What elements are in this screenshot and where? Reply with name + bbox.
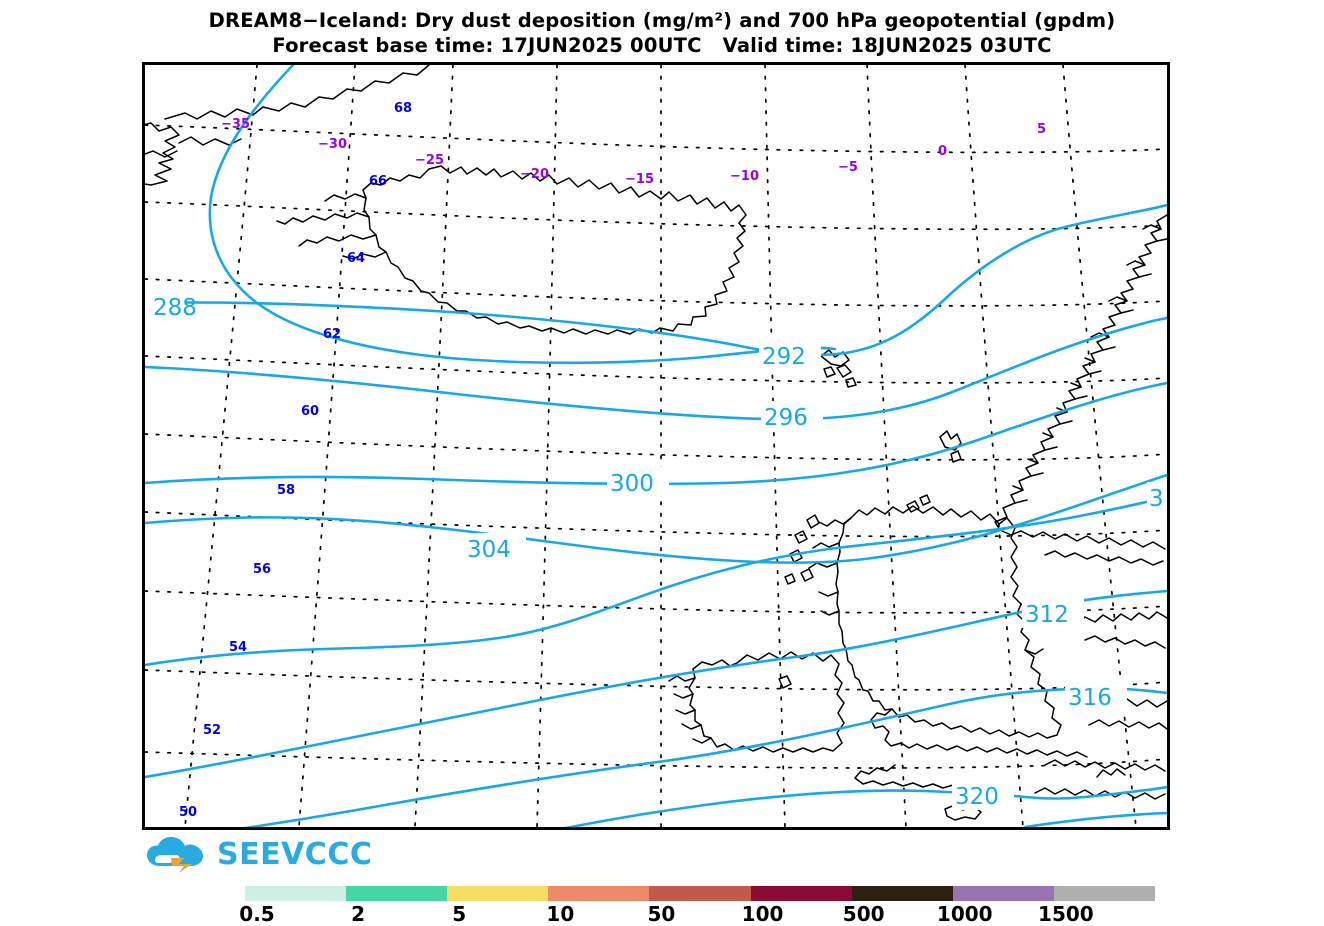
- colorbar-tick-label: 5: [452, 902, 467, 926]
- colorbar-tick-label: 500: [842, 902, 885, 926]
- latitude-label: 54: [229, 640, 247, 655]
- chart-title-block: DREAM8−Iceland: Dry dust deposition (mg/…: [0, 8, 1324, 59]
- colorbar-swatch: [245, 886, 347, 901]
- longitude-label: −30: [318, 137, 347, 152]
- page-title: DREAM8−Iceland: Dry dust deposition (mg/…: [208, 9, 1116, 32]
- latitude-label: 66: [369, 174, 387, 189]
- colorbar-swatch: [851, 886, 953, 901]
- contour-label: 312: [1025, 602, 1069, 628]
- map-panel[interactable]: 288 292 296 300 304 3 312 316 320 68 66 …: [142, 62, 1170, 830]
- longitude-label-group: −35 −30 −25 −20 −15 −10 −5 0 5: [221, 117, 1046, 187]
- colorbar-swatch: [750, 886, 852, 901]
- latitude-label-group: 68 66 64 62 60 58 56 54 52 50: [179, 101, 412, 820]
- contour-label: 304: [467, 537, 511, 563]
- latitude-label: 56: [253, 562, 271, 577]
- logo-text: SEEVCCC: [217, 837, 373, 872]
- latitude-label: 64: [347, 251, 365, 266]
- contour-label: 3: [1149, 486, 1164, 512]
- colorbar-swatch: [346, 886, 448, 901]
- colorbar-swatch: [447, 886, 549, 901]
- latitude-label: 62: [323, 327, 341, 342]
- colorbar[interactable]: [245, 886, 1155, 901]
- contour-label: 288: [153, 295, 197, 321]
- latitude-label: 60: [301, 404, 319, 419]
- colorbar-tick-label: 100: [741, 902, 784, 926]
- longitude-label: −5: [838, 160, 858, 175]
- longitude-label: −35: [221, 117, 250, 132]
- colorbar-tick-label: 0.5: [239, 902, 275, 926]
- longitude-label: −15: [625, 172, 654, 187]
- longitude-label: −20: [520, 167, 549, 182]
- contour-label-group: 288 292 296 300 304 3 312 316 320: [145, 291, 1167, 810]
- colorbar-tick-label: 1000: [936, 902, 993, 926]
- longitude-label: 5: [1037, 122, 1046, 137]
- contour-label: 320: [955, 784, 999, 810]
- colorbar-tick-label: 1500: [1038, 902, 1094, 926]
- colorbar-swatch: [1053, 886, 1155, 901]
- latitude-label: 58: [277, 483, 295, 498]
- colorbar-swatch: [649, 886, 751, 901]
- longitude-label: −10: [730, 169, 759, 184]
- colorbar-swatch: [548, 886, 650, 901]
- contour-label: 296: [764, 405, 808, 431]
- seevccc-logo[interactable]: SEEVCCC: [146, 833, 376, 877]
- latitude-label: 50: [179, 805, 197, 820]
- map-canvas: 288 292 296 300 304 3 312 316 320 68 66 …: [145, 65, 1167, 827]
- geopotential-contours: [145, 65, 1167, 827]
- colorbar-tick-label: 50: [647, 902, 676, 926]
- longitude-label: 0: [938, 144, 947, 159]
- colorbar-swatch: [952, 886, 1054, 901]
- contour-label: 316: [1068, 685, 1112, 711]
- latitude-label: 52: [203, 723, 221, 738]
- longitude-label: −25: [415, 153, 444, 168]
- colorbar-tick-label: 2: [351, 902, 366, 926]
- latitude-label: 68: [394, 101, 412, 116]
- colorbar-label-row: 0.5 2 5 10 50 100 500 1000 1500: [0, 902, 1324, 926]
- graticule-meridians: [184, 65, 1137, 827]
- contour-label: 292: [762, 344, 806, 370]
- forecast-time-subtitle: Forecast base time: 17JUN2025 00UTC Vali…: [272, 34, 1052, 58]
- colorbar-tick-label: 10: [546, 902, 575, 926]
- contour-label: 300: [610, 471, 654, 497]
- cloud-arrow-icon: [147, 837, 203, 873]
